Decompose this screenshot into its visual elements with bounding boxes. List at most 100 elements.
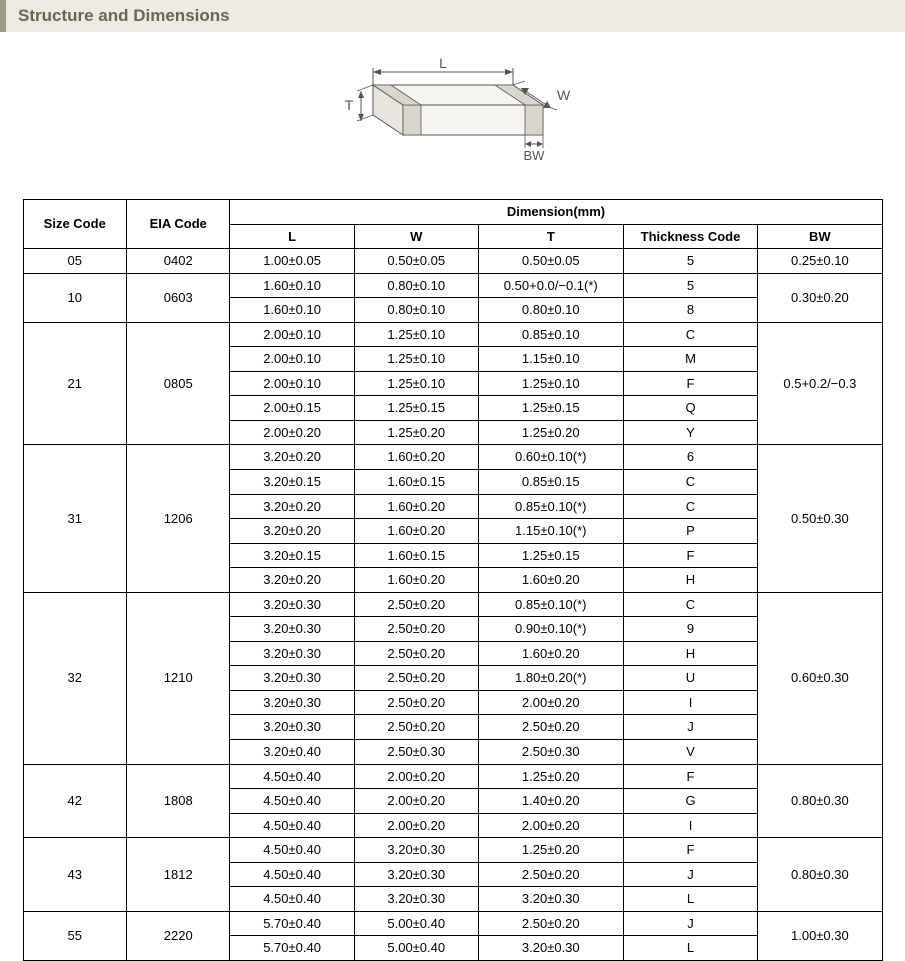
cell-thickness-code: 5 [623,273,758,298]
cell-thickness-code: F [623,764,758,789]
cell-L: 1.00±0.05 [230,249,354,274]
cell-L: 3.20±0.30 [230,617,354,642]
cell-W: 2.50±0.20 [354,690,478,715]
cell-W: 5.00±0.40 [354,936,478,961]
cell-W: 1.60±0.15 [354,543,478,568]
cell-W: 0.80±0.10 [354,298,478,323]
cell-thickness-code: C [623,592,758,617]
cell-L: 4.50±0.40 [230,813,354,838]
table-row: 3112063.20±0.201.60±0.200.60±0.10(*)60.5… [23,445,882,470]
section-title: Structure and Dimensions [0,0,905,32]
cell-thickness-code: L [623,936,758,961]
cell-thickness-code: F [623,543,758,568]
cell-thickness-code: C [623,494,758,519]
th-W: W [354,224,478,249]
cell-thickness-code: 5 [623,249,758,274]
cell-size-code: 42 [23,764,126,838]
dimension-diagram: L T W BW [0,40,905,185]
cell-W: 1.25±0.15 [354,396,478,421]
cell-T: 0.85±0.10 [478,322,623,347]
label-BW: BW [523,148,545,163]
cell-W: 0.50±0.05 [354,249,478,274]
cell-eia-code: 0402 [126,249,229,274]
cell-thickness-code: F [623,371,758,396]
cell-L: 5.70±0.40 [230,936,354,961]
cell-size-code: 32 [23,592,126,764]
cell-thickness-code: L [623,887,758,912]
cell-W: 1.25±0.10 [354,371,478,396]
th-size-code: Size Code [23,200,126,249]
cell-L: 2.00±0.15 [230,396,354,421]
cell-W: 3.20±0.30 [354,838,478,863]
cell-L: 3.20±0.30 [230,666,354,691]
table-row: 4318124.50±0.403.20±0.301.25±0.20F0.80±0… [23,838,882,863]
cell-eia-code: 1206 [126,445,229,592]
cell-L: 2.00±0.10 [230,322,354,347]
cell-L: 3.20±0.20 [230,445,354,470]
cell-W: 2.50±0.20 [354,592,478,617]
cell-T: 0.80±0.10 [478,298,623,323]
cell-L: 2.00±0.20 [230,420,354,445]
cell-thickness-code: C [623,470,758,495]
cell-size-code: 43 [23,838,126,912]
cell-L: 1.60±0.10 [230,273,354,298]
cell-W: 1.60±0.20 [354,568,478,593]
cell-W: 1.60±0.15 [354,470,478,495]
cell-L: 3.20±0.40 [230,740,354,765]
dimensions-table: Size Code EIA Code Dimension(mm) L W T T… [23,199,883,961]
cell-T: 0.90±0.10(*) [478,617,623,642]
cell-T: 1.25±0.20 [478,764,623,789]
cell-eia-code: 0805 [126,322,229,445]
cell-L: 3.20±0.15 [230,543,354,568]
cell-eia-code: 2220 [126,911,229,960]
cell-thickness-code: 6 [623,445,758,470]
cell-BW: 1.00±0.30 [758,911,882,960]
cell-W: 2.50±0.30 [354,740,478,765]
cell-thickness-code: G [623,789,758,814]
cell-W: 2.00±0.20 [354,813,478,838]
cell-size-code: 55 [23,911,126,960]
cell-size-code: 05 [23,249,126,274]
cell-thickness-code: J [623,715,758,740]
cell-T: 1.25±0.20 [478,420,623,445]
cell-T: 1.25±0.10 [478,371,623,396]
cell-W: 2.00±0.20 [354,764,478,789]
table-row: 1006031.60±0.100.80±0.100.50+0.0/−0.1(*)… [23,273,882,298]
cell-W: 1.25±0.20 [354,420,478,445]
cell-BW: 0.80±0.30 [758,838,882,912]
cell-thickness-code: 8 [623,298,758,323]
cell-L: 3.20±0.30 [230,641,354,666]
cell-W: 3.20±0.30 [354,862,478,887]
table-row: 5522205.70±0.405.00±0.402.50±0.20J1.00±0… [23,911,882,936]
cell-W: 3.20±0.30 [354,887,478,912]
cell-thickness-code: C [623,322,758,347]
cell-W: 2.50±0.20 [354,617,478,642]
th-T: T [478,224,623,249]
cell-W: 1.60±0.20 [354,494,478,519]
cell-thickness-code: P [623,519,758,544]
cell-T: 1.25±0.20 [478,838,623,863]
cell-L: 4.50±0.40 [230,764,354,789]
cell-thickness-code: U [623,666,758,691]
cell-W: 1.25±0.10 [354,347,478,372]
cell-T: 0.60±0.10(*) [478,445,623,470]
th-BW: BW [758,224,882,249]
cell-BW: 0.80±0.30 [758,764,882,838]
cell-BW: 0.50±0.30 [758,445,882,592]
label-L: L [439,55,447,71]
cell-W: 1.25±0.10 [354,322,478,347]
cell-T: 2.00±0.20 [478,813,623,838]
cell-T: 2.50±0.20 [478,715,623,740]
cell-T: 1.40±0.20 [478,789,623,814]
cell-T: 2.50±0.30 [478,740,623,765]
cell-T: 0.85±0.10(*) [478,592,623,617]
cell-W: 2.50±0.20 [354,666,478,691]
cell-L: 3.20±0.30 [230,592,354,617]
cell-eia-code: 1808 [126,764,229,838]
cell-thickness-code: I [623,690,758,715]
table-row: 3212103.20±0.302.50±0.200.85±0.10(*)C0.6… [23,592,882,617]
cell-eia-code: 0603 [126,273,229,322]
th-dimension: Dimension(mm) [230,200,882,225]
th-thickness-code: Thickness Code [623,224,758,249]
cell-L: 2.00±0.10 [230,371,354,396]
